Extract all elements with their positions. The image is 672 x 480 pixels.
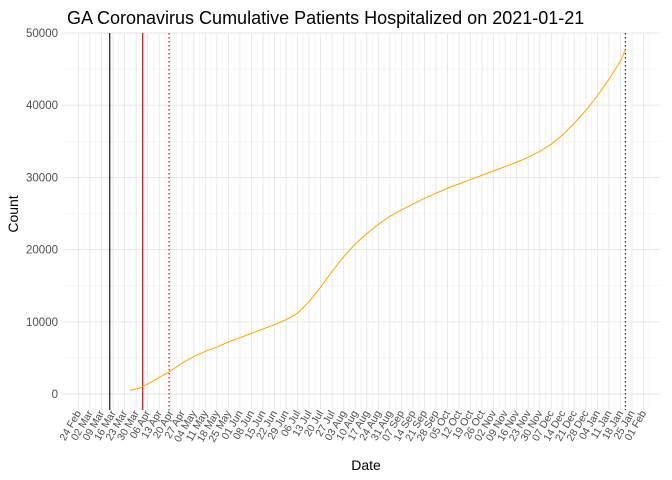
y-tick-label: 40000 — [26, 100, 58, 112]
y-axis-label: Count — [5, 195, 21, 232]
y-tick-label: 0 — [52, 389, 58, 401]
y-tick-label: 20000 — [26, 245, 58, 257]
y-tick-label: 10000 — [26, 317, 58, 329]
series-line — [129, 49, 626, 391]
y-axis-ticks: 0 10000 20000 30000 40000 50000 — [26, 28, 58, 401]
grid-lines — [62, 32, 660, 410]
y-tick-label: 30000 — [26, 172, 58, 184]
reference-lines — [109, 33, 626, 410]
y-tick-label: 50000 — [26, 28, 58, 40]
chart-title: GA Coronavirus Cumulative Patients Hospi… — [67, 8, 584, 28]
series-layer — [129, 49, 626, 391]
x-axis-label: Date — [351, 457, 381, 473]
